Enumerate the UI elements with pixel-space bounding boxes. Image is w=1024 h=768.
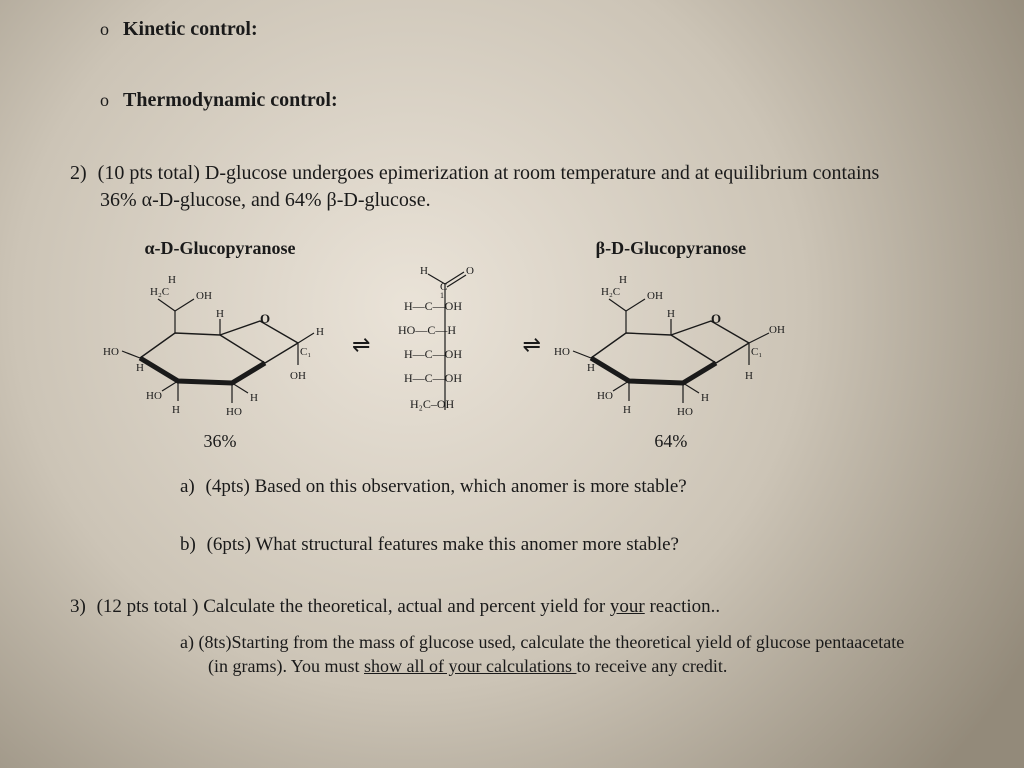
svg-text:H: H	[172, 404, 180, 416]
alpha-c1-label: C₁	[300, 346, 311, 358]
alpha-structure: α-D-Glucopyranose O	[100, 238, 340, 452]
svg-text:H: H	[623, 404, 631, 416]
svg-text:HO: HO	[226, 406, 242, 418]
svg-text:H: H	[216, 308, 224, 320]
svg-text:O: O	[260, 311, 270, 326]
q2b-tag: b)	[180, 534, 196, 556]
beta-structure: β-D-Glucopyranose O	[551, 238, 791, 452]
q2a-pts: (4pts)	[206, 476, 250, 497]
q3a-l1: Starting from the mass of glucose used, …	[231, 632, 904, 652]
svg-text:HO: HO	[103, 346, 119, 358]
svg-text:OH: OH	[647, 290, 663, 302]
q3-points: (12 pts total )	[97, 596, 199, 617]
bullet-label: Thermodynamic control:	[123, 89, 338, 112]
q2a-tag: a)	[180, 476, 195, 498]
question-2: 2) (10 pts total) D-glucose undergoes ep…	[70, 160, 976, 214]
svg-text:OH: OH	[769, 324, 785, 336]
svg-text:H—C—OH: H—C—OH	[404, 299, 462, 313]
q3a-pts: (8ts)	[198, 632, 231, 652]
svg-text:H—C—OH: H—C—OH	[404, 347, 462, 361]
bullet-marker: o	[100, 90, 109, 111]
q2-text-line1: D-glucose undergoes epimerization at roo…	[205, 162, 879, 184]
bullet-thermo: o Thermodynamic control:	[100, 89, 976, 112]
alpha-svg: O H₂C OH HO HO	[100, 263, 340, 423]
equilibrium-arrow-right: ⇌	[522, 332, 538, 358]
beta-percent: 64%	[654, 431, 687, 452]
q3a: a) (8ts)Starting from the mass of glucos…	[180, 630, 976, 679]
q2a: a) (4pts) Based on this observation, whi…	[180, 476, 976, 498]
svg-text:H: H	[316, 326, 324, 338]
svg-text:H: H	[619, 274, 627, 286]
mutarotation-figure: α-D-Glucopyranose O	[100, 238, 976, 452]
beta-svg: O H₂C OH HO HO H	[551, 263, 791, 423]
q2-text-line2: 36% α-D-glucose, and 64% β-D-glucose.	[100, 189, 431, 211]
beta-c1-label: C₁	[751, 346, 762, 358]
q3a-l2b: to receive any credit.	[576, 656, 727, 676]
svg-text:H—C—OH: H—C—OH	[404, 371, 462, 385]
equilibrium-arrow-left: ⇌	[352, 332, 368, 358]
alpha-percent: 36%	[204, 431, 237, 452]
openchain-svg: O H C H—C—OH HO—C—H H—C—OH H—C—OH H₂C–OH…	[380, 260, 510, 430]
svg-text:H: H	[701, 392, 709, 404]
svg-text:H₂C: H₂C	[150, 286, 169, 298]
svg-text:H: H	[587, 362, 595, 374]
svg-text:HO: HO	[677, 406, 693, 418]
svg-text:H₂C: H₂C	[601, 286, 620, 298]
svg-text:H₂C–OH: H₂C–OH	[410, 397, 455, 411]
openchain-structure: O H C H—C—OH HO—C—H H—C—OH H—C—OH H₂C–OH…	[380, 260, 510, 430]
alpha-title: α-D-Glucopyranose	[144, 238, 295, 259]
svg-text:H: H	[745, 370, 753, 382]
bullet-kinetic: o Kinetic control:	[100, 18, 976, 41]
q2b-text: What structural features make this anome…	[255, 534, 679, 555]
q2b: b) (6pts) What structural features make …	[180, 534, 976, 556]
svg-text:HO—C—H: HO—C—H	[398, 323, 456, 337]
q3-your: your	[610, 596, 645, 617]
bullet-label: Kinetic control:	[123, 18, 258, 41]
svg-text:OH: OH	[290, 370, 306, 382]
svg-text:1: 1	[440, 291, 444, 300]
q3-text: Calculate the theoretical, actual and pe…	[203, 596, 610, 617]
svg-text:H: H	[136, 362, 144, 374]
svg-text:HO: HO	[554, 346, 570, 358]
q3-number: 3)	[70, 594, 86, 620]
q2-points: (10 pts total)	[98, 162, 200, 184]
svg-text:H: H	[250, 392, 258, 404]
svg-text:O: O	[466, 265, 474, 277]
svg-text:H: H	[168, 274, 176, 286]
q3-text-end: reaction..	[645, 596, 720, 617]
q3a-l2u: show all of your calculations	[364, 656, 576, 676]
svg-text:O: O	[711, 311, 721, 326]
q2a-text: Based on this observation, which anomer …	[255, 476, 687, 497]
bullet-marker: o	[100, 19, 109, 40]
q2-number: 2)	[70, 160, 87, 187]
svg-text:H: H	[667, 308, 675, 320]
q3a-l2a: (in grams). You must	[208, 656, 364, 676]
svg-text:HO: HO	[146, 390, 162, 402]
beta-title: β-D-Glucopyranose	[596, 238, 746, 259]
q3a-tag: a)	[180, 632, 194, 652]
question-3: 3) (12 pts total ) Calculate the theoret…	[70, 594, 976, 620]
svg-text:OH: OH	[196, 290, 212, 302]
q2b-pts: (6pts)	[207, 534, 251, 555]
svg-text:HO: HO	[597, 390, 613, 402]
svg-text:H: H	[420, 265, 428, 277]
